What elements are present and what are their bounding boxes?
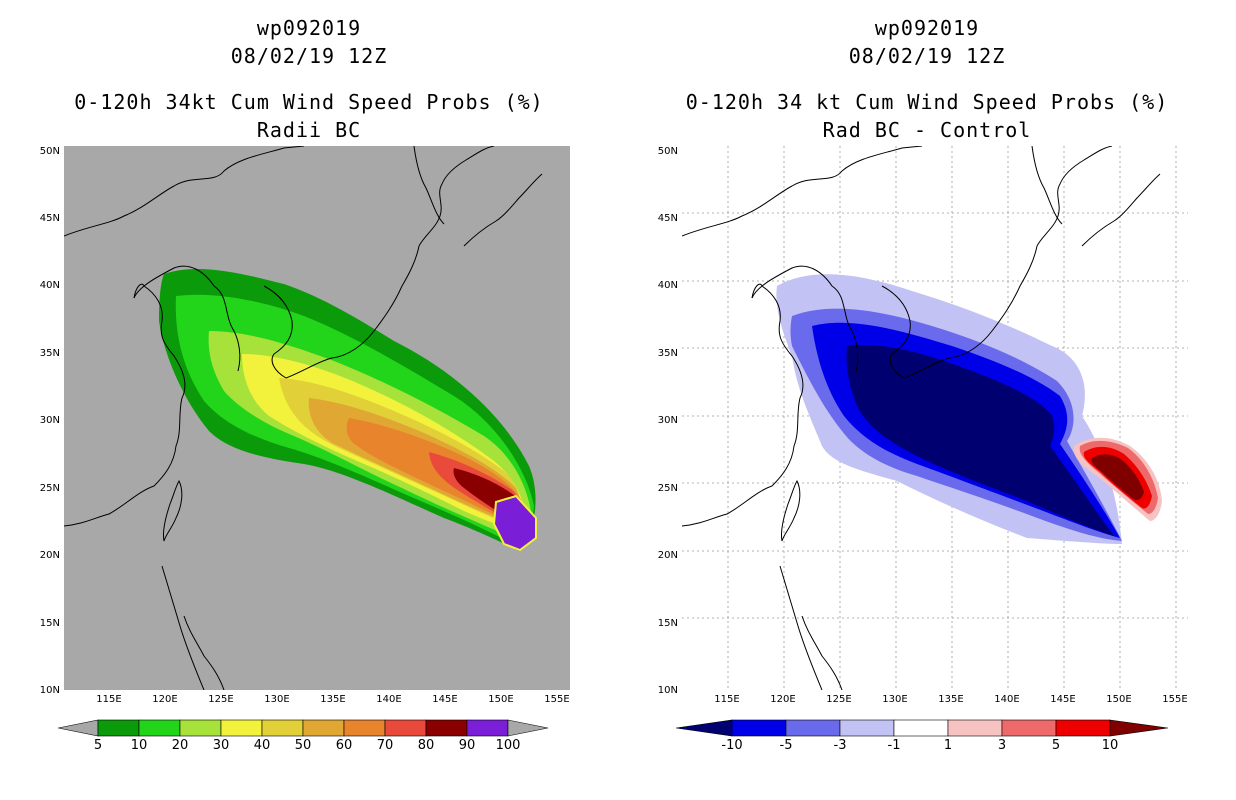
left-subtitle: Radii BC — [256, 118, 362, 142]
left-colorbar-swatch — [384, 719, 427, 737]
right-lat-label-25n: 25N — [657, 483, 678, 494]
right-colorbar-swatch — [893, 719, 949, 737]
right-cbar-label: 5 — [1051, 738, 1061, 753]
right-colorbar-swatch — [1001, 719, 1057, 737]
left-lat-label-45n: 45N — [39, 213, 60, 224]
left-cbar-label: 30 — [212, 738, 230, 753]
left-colorbar — [58, 719, 549, 737]
left-map-svg — [64, 146, 570, 690]
left-title: 0-120h 34kt Cum Wind Speed Probs (%) — [74, 90, 544, 114]
right-lon-label-155e: 155E — [1162, 694, 1188, 705]
left-colorbar-swatch — [179, 719, 222, 737]
left-cbar-label: 90 — [458, 738, 476, 753]
right-lat-label-40n: 40N — [657, 280, 678, 291]
right-lat-label-15n: 15N — [657, 618, 678, 629]
right-lat-label-45n: 45N — [657, 213, 678, 224]
right-lat-label-50n: 50N — [657, 146, 678, 157]
left-cbar-label: 40 — [253, 738, 271, 753]
left-lon-label-155e: 155E — [544, 694, 570, 705]
left-lon-label-145e: 145E — [432, 694, 458, 705]
right-cbar-label: -5 — [779, 738, 793, 753]
left-lon-label-130e: 130E — [264, 694, 290, 705]
right-colorbar-swatch — [1055, 719, 1111, 737]
coastlines — [64, 146, 543, 690]
swath-90pct — [494, 496, 536, 550]
left-cbar-label: 10 — [130, 738, 148, 753]
right-cbar-label: -1 — [887, 738, 901, 753]
right-difference-map — [682, 146, 1188, 690]
right-lat-label-10n: 10N — [657, 685, 678, 696]
left-cbar-label: 5 — [93, 738, 103, 753]
right-lon-label-125e: 125E — [826, 694, 852, 705]
left-colorbar-swatch — [302, 719, 345, 737]
diff-plus-10 — [1091, 454, 1144, 500]
right-colorbar-swatch — [947, 719, 1003, 737]
left-lon-label-115e: 115E — [96, 694, 122, 705]
left-cbar-label: 50 — [294, 738, 312, 753]
right-lon-label-115e: 115E — [714, 694, 740, 705]
left-lat-label-15n: 15N — [39, 618, 60, 629]
left-colorbar-swatch — [261, 719, 304, 737]
left-lon-label-150e: 150E — [488, 694, 514, 705]
left-cbar-label: 20 — [171, 738, 189, 753]
left-colorbar-swatch — [97, 719, 140, 737]
swath-edge — [492, 494, 537, 552]
left-storm-id: wp092019 — [256, 16, 362, 40]
left-lat-label-50n: 50N — [39, 146, 60, 157]
right-cbar-label: 3 — [997, 738, 1007, 753]
left-colorbar-swatch — [343, 719, 386, 737]
right-colorbar — [676, 719, 1169, 737]
right-storm-id: wp092019 — [874, 16, 980, 40]
right-title: 0-120h 34 kt Cum Wind Speed Probs (%) — [685, 90, 1169, 114]
left-lon-label-125e: 125E — [208, 694, 234, 705]
right-cbar-label: -3 — [833, 738, 847, 753]
left-cbar-label: 70 — [376, 738, 394, 753]
right-datetime: 08/02/19 12Z — [848, 44, 1006, 68]
right-lon-label-145e: 145E — [1050, 694, 1076, 705]
left-lon-label-135e: 135E — [320, 694, 346, 705]
right-colorbar-swatch — [785, 719, 841, 737]
right-cbar-label: 10 — [1101, 738, 1119, 753]
left-probability-map — [64, 146, 570, 690]
coastlines — [682, 146, 1161, 690]
diff-minus-10 — [846, 345, 1114, 536]
right-colorbar-over — [1109, 719, 1169, 737]
left-colorbar-swatch — [425, 719, 468, 737]
right-subtitle: Rad BC - Control — [822, 118, 1032, 142]
left-colorbar-under — [58, 719, 99, 737]
right-colorbar-swatch — [839, 719, 895, 737]
left-lat-label-40n: 40N — [39, 280, 60, 291]
right-lon-label-120e: 120E — [770, 694, 796, 705]
left-datetime: 08/02/19 12Z — [230, 44, 388, 68]
left-colorbar-over — [507, 719, 549, 737]
right-lat-label-35n: 35N — [657, 348, 678, 359]
right-lon-label-150e: 150E — [1106, 694, 1132, 705]
left-colorbar-swatch — [138, 719, 181, 737]
right-lat-label-20n: 20N — [657, 550, 678, 561]
right-lon-label-140e: 140E — [994, 694, 1020, 705]
left-lat-label-25n: 25N — [39, 483, 60, 494]
right-cbar-label: -10 — [721, 738, 743, 753]
right-map-svg — [682, 146, 1188, 690]
right-colorbar-under — [676, 719, 733, 737]
right-colorbar-swatch — [731, 719, 787, 737]
left-lat-label-10n: 10N — [39, 685, 60, 696]
left-lat-label-20n: 20N — [39, 550, 60, 561]
right-lon-label-130e: 130E — [882, 694, 908, 705]
right-lat-label-30n: 30N — [657, 415, 678, 426]
left-colorbar-swatch — [220, 719, 263, 737]
left-panel: wp092019 08/02/19 12Z 0-120h 34kt Cum Wi… — [39, 16, 570, 753]
left-lon-label-140e: 140E — [376, 694, 402, 705]
right-panel: wp092019 08/02/19 12Z 0-120h 34 kt Cum W… — [618, 0, 1236, 800]
left-cbar-label: 80 — [417, 738, 435, 753]
right-lon-label-135e: 135E — [938, 694, 964, 705]
right-cbar-label: 1 — [943, 738, 953, 753]
left-lat-label-30n: 30N — [39, 415, 60, 426]
left-lat-label-35n: 35N — [39, 348, 60, 359]
left-cbar-label: 60 — [335, 738, 353, 753]
left-colorbar-swatch — [466, 719, 509, 737]
left-lon-label-120e: 120E — [152, 694, 178, 705]
left-cbar-label: 100 — [495, 738, 521, 753]
